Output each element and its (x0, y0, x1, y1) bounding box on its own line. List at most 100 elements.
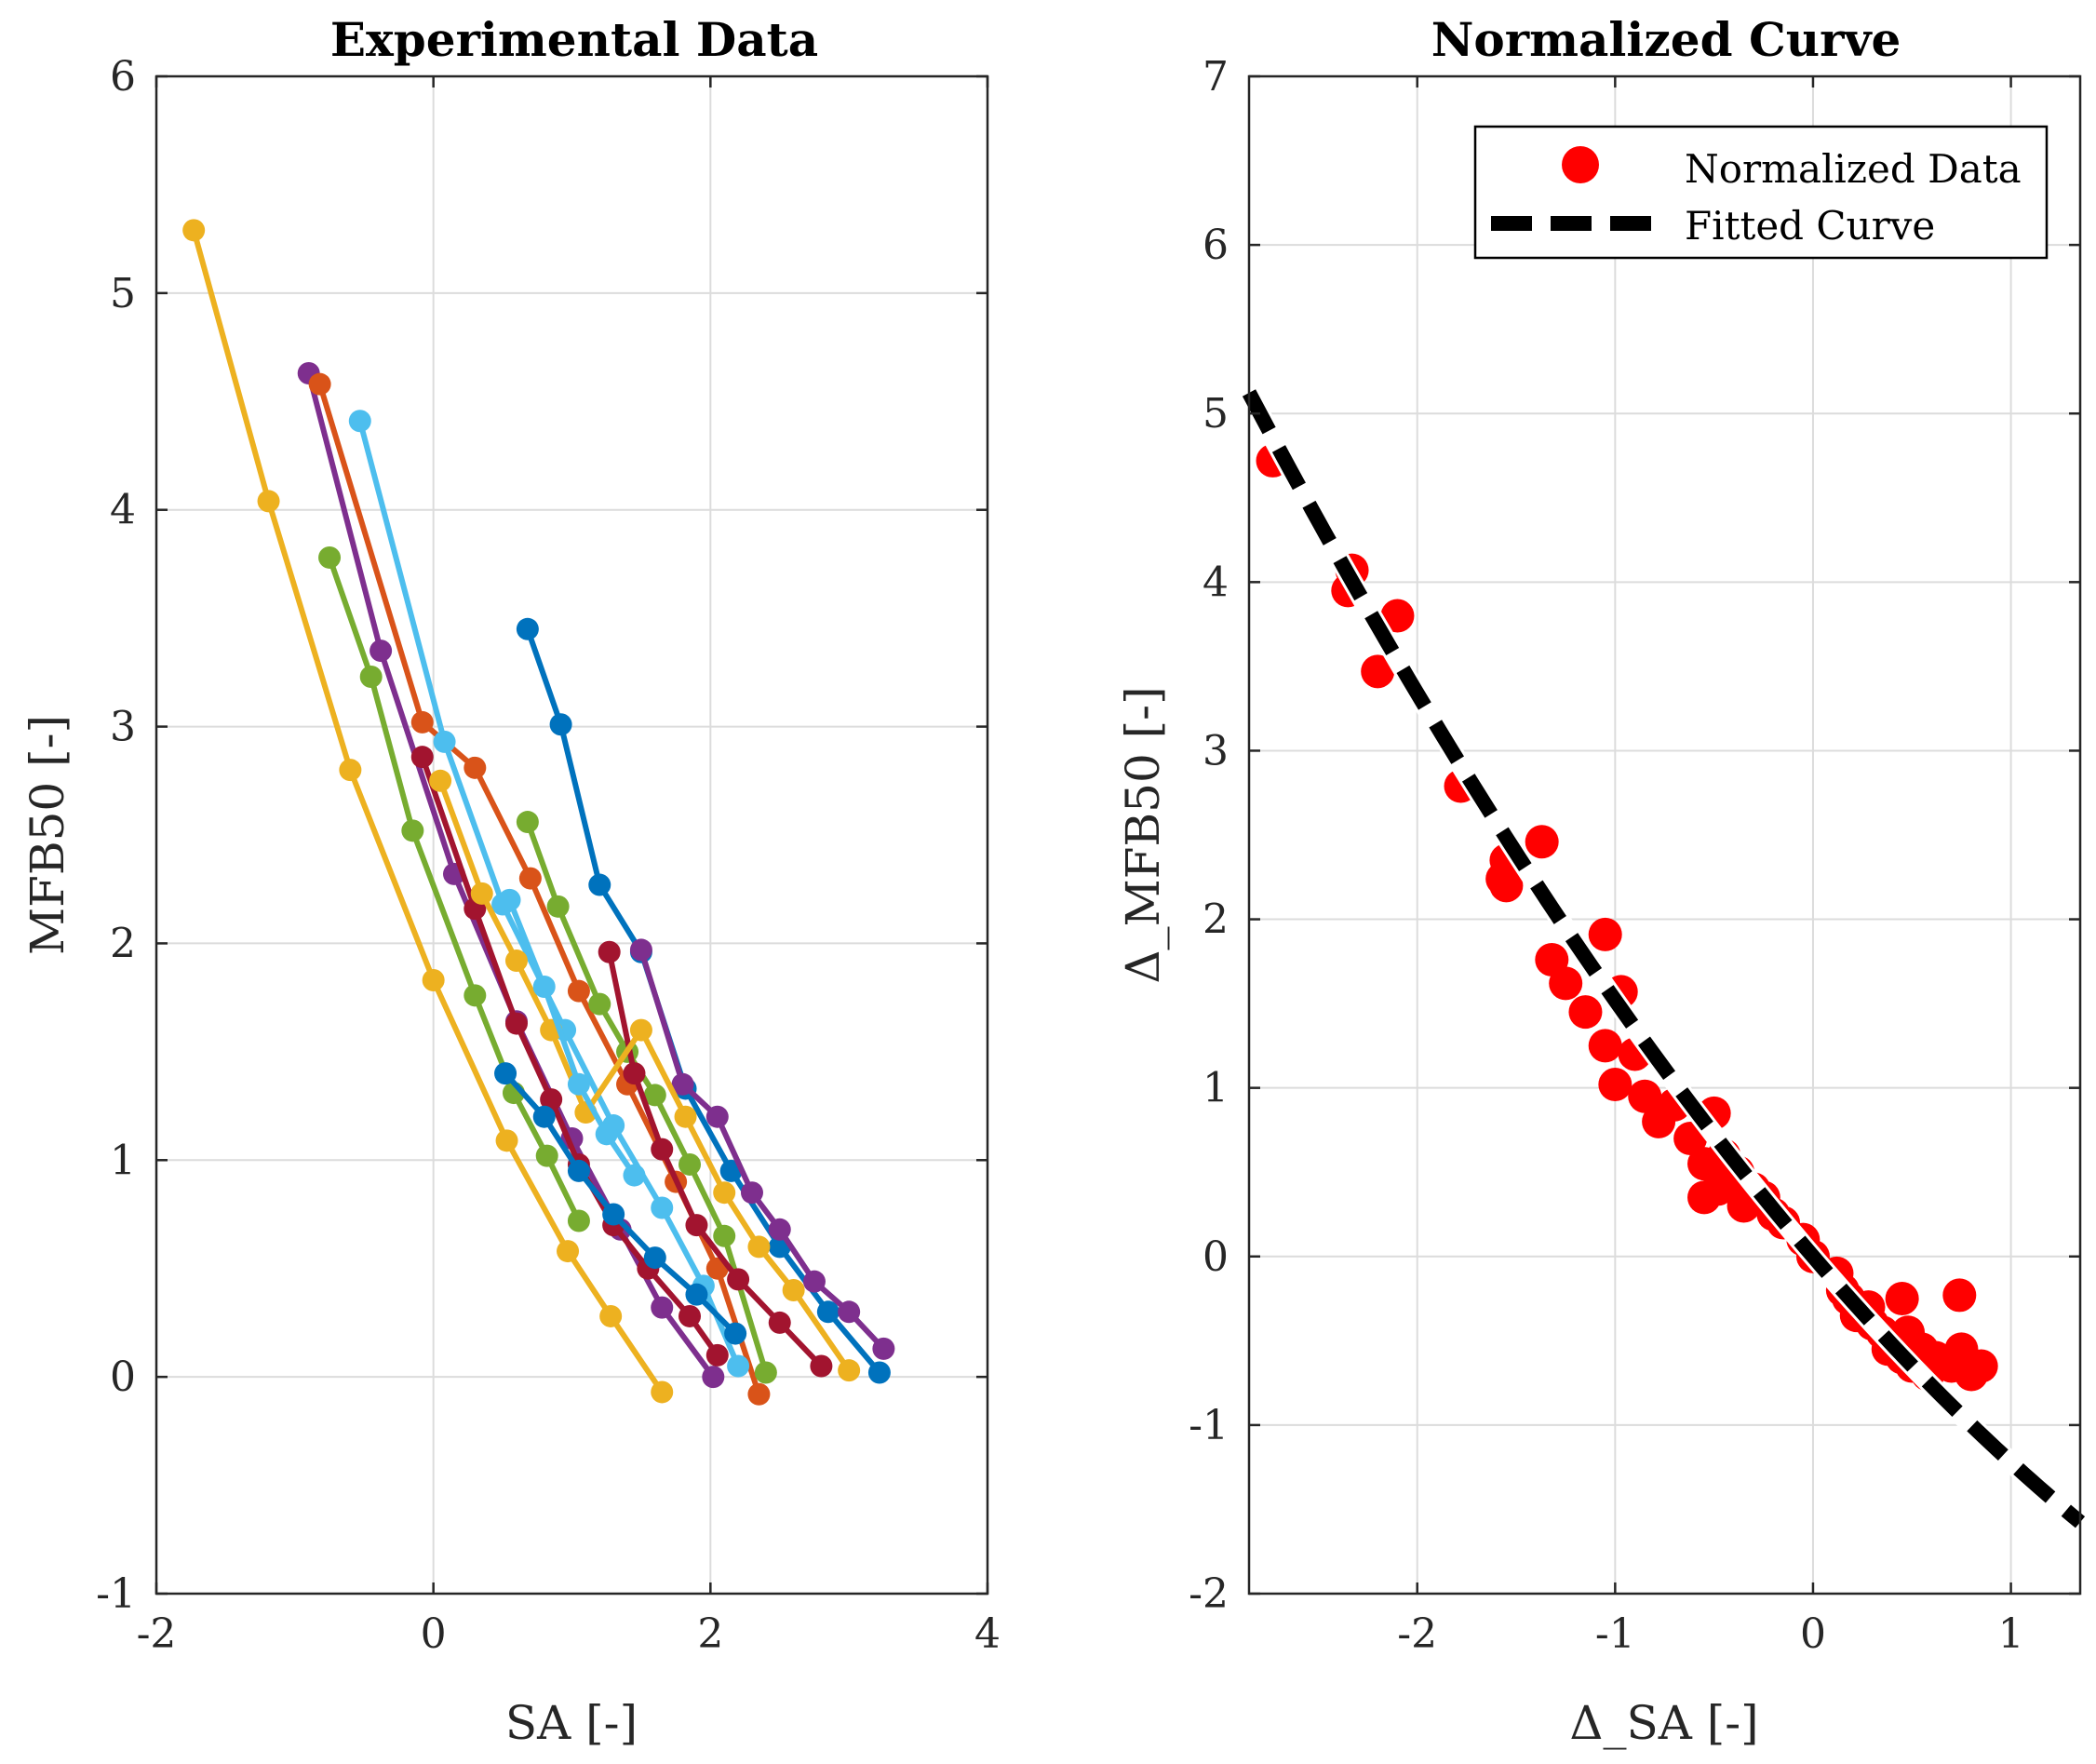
series-line-s4 (356, 420, 741, 1367)
series-point-s8 (504, 1012, 528, 1035)
series-point-s11 (674, 1105, 697, 1128)
series-point-s6 (546, 895, 570, 918)
series-line-s10 (638, 949, 886, 1351)
series-point-s5 (464, 984, 487, 1007)
series-point-s7 (816, 1300, 840, 1324)
p2-x-tick-label: -2 (1397, 1610, 1437, 1658)
series-point-s10 (802, 1270, 826, 1293)
p2-y-tick-label: 2 (1203, 896, 1229, 944)
normalized-data-point (1588, 917, 1622, 951)
series-point-s3 (518, 867, 542, 890)
plot2-title: Normalized Curve (1431, 12, 1901, 67)
series-point-s13 (623, 1164, 646, 1187)
plot2-y-label: Δ_MFB50 [-] (1116, 686, 1170, 983)
series-point-s5 (401, 819, 424, 842)
normalized-data-point (1885, 1282, 1919, 1316)
legend-label-normalized-data: Normalized Data (1685, 146, 2022, 192)
series-point-s13 (567, 1072, 590, 1096)
series-point-s1 (557, 1240, 580, 1263)
series-line-s9 (606, 951, 824, 1368)
series-line-s2 (305, 372, 716, 1379)
series-point-s5 (567, 1209, 590, 1232)
plot1-y-label: MFB50 [-] (20, 715, 74, 955)
series-point-s11 (713, 1181, 736, 1205)
series-point-s9 (685, 1214, 708, 1237)
series-point-s6 (754, 1361, 777, 1384)
p1-y-tick-label: 5 (110, 270, 136, 317)
normalized-data-point (1525, 825, 1559, 859)
series-point-s6 (679, 1152, 702, 1176)
plot1-title: Experimental Data (330, 12, 818, 67)
normalized-data-point (1598, 1068, 1632, 1102)
series-point-s10 (872, 1337, 895, 1360)
p2-y-tick-label: 3 (1203, 727, 1229, 774)
series-point-s12 (643, 1246, 666, 1270)
normalized-data-point (1549, 966, 1583, 1001)
p2-y-tick-label: 0 (1203, 1233, 1229, 1281)
series-point-s9 (651, 1138, 674, 1161)
plot1-x-label: SA [-] (505, 1696, 638, 1750)
series-point-s2 (702, 1366, 725, 1389)
p2-y-tick-label: 4 (1203, 559, 1229, 606)
series-point-s1 (599, 1304, 623, 1327)
plot1-grid (155, 75, 988, 1595)
series-point-s11 (470, 882, 493, 905)
p2-y-tick-label: 5 (1203, 390, 1229, 438)
series-point-s11 (429, 769, 452, 792)
series-point-s3 (747, 1382, 771, 1406)
series-point-s7 (867, 1361, 891, 1384)
p2-y-tick-label: 7 (1203, 53, 1229, 101)
plot2-x-label: Δ_SA [-] (1569, 1696, 1758, 1750)
p2-x-tick-label: 0 (1800, 1610, 1826, 1658)
plot1-axes-box (155, 74, 989, 1596)
normalized-curve-plot: Normalized Curve -2 -1 0 1 -2 -1 0 1 2 3 4 5 6 7 Δ_S… (1116, 12, 2088, 1750)
normalized-data-point (1628, 1079, 1662, 1113)
series-point-s6 (588, 992, 611, 1016)
legend-marker-normalized-data (1562, 146, 1599, 183)
normalized-data-point (1361, 654, 1395, 689)
plot1-y-ticks: -1 0 1 2 3 4 5 6 (96, 53, 988, 1618)
series-point-s1 (651, 1380, 674, 1404)
series-point-s8 (540, 1088, 563, 1111)
plot2-axes-box (1247, 74, 2082, 1596)
series-point-s11 (504, 949, 528, 973)
plot2-legend: Normalized Data Fitted Curve (1473, 125, 2049, 260)
p2-y-tick-label: 1 (1203, 1065, 1229, 1112)
normalized-data-point (1687, 1180, 1722, 1215)
series-line-s1 (191, 229, 665, 1394)
series-point-s3 (567, 979, 590, 1003)
p1-x-tick-label: 4 (974, 1610, 1001, 1658)
series-point-s10 (740, 1181, 763, 1205)
series-point-s10 (705, 1105, 729, 1128)
series-line-s3 (316, 383, 762, 1395)
series-point-s1 (182, 219, 206, 242)
p1-x-tick-label: 0 (421, 1610, 447, 1658)
normalized-data-point (1964, 1349, 1998, 1383)
series-point-s12 (724, 1322, 747, 1345)
legend-box (1473, 125, 2049, 260)
plot2-x-ticks: -2 -1 0 1 (1397, 76, 2024, 1658)
p1-y-tick-label: 0 (110, 1353, 136, 1401)
series-point-s13 (498, 888, 521, 911)
plot1-x-ticks: -2 0 2 4 (137, 76, 1001, 1658)
series-point-s5 (359, 666, 383, 689)
p1-y-tick-label: 6 (110, 53, 136, 101)
series-point-s6 (713, 1224, 736, 1247)
series-point-s12 (494, 1062, 517, 1085)
series-point-s4 (651, 1196, 674, 1219)
series-point-s1 (257, 490, 280, 513)
series-point-s1 (339, 759, 362, 782)
series-point-s9 (810, 1354, 833, 1378)
plot1-series-group (182, 219, 895, 1406)
p1-y-tick-label: 3 (110, 704, 136, 751)
p1-y-tick-label: -1 (96, 1570, 136, 1618)
series-point-s8 (679, 1304, 702, 1327)
experimental-data-plot: Experimental Data -2 0 2 4 -1 0 1 2 3 4 5 6 SA [-]… (20, 12, 1001, 1750)
normalized-data-point (1942, 1278, 1977, 1313)
series-point-s1 (422, 969, 445, 992)
series-point-s9 (727, 1268, 750, 1291)
p2-y-tick-label: -2 (1189, 1570, 1229, 1618)
series-point-s3 (464, 756, 487, 779)
series-point-s11 (838, 1359, 861, 1382)
series-point-s6 (643, 1084, 666, 1107)
